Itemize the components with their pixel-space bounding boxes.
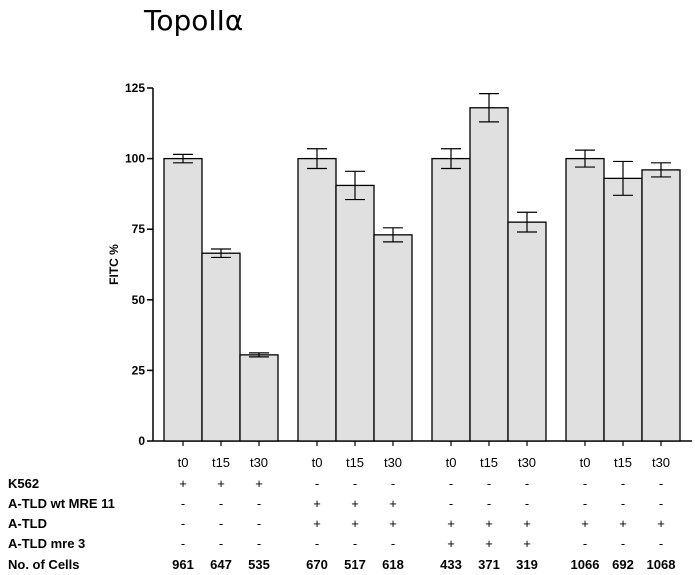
condition-cell: + [313, 496, 321, 511]
bar [373, 234, 413, 442]
condition-cell: - [315, 476, 319, 491]
x-tick-label: t15 [480, 455, 498, 470]
cell-count-value: 319 [516, 557, 538, 572]
x-tick-label: t15 [346, 455, 364, 470]
condition-cell: + [619, 516, 627, 531]
condition-cell: - [525, 496, 529, 511]
condition-row-label: A-TLD mre 3 [8, 536, 85, 551]
condition-cell: + [389, 496, 397, 511]
condition-cell: - [391, 476, 395, 491]
x-tick-label: t30 [518, 455, 536, 470]
cell-count-value: 961 [172, 557, 194, 572]
condition-cell: - [621, 496, 625, 511]
bar [297, 157, 337, 442]
x-tick-label: t15 [212, 455, 230, 470]
y-tick-label: 50 [132, 293, 146, 307]
condition-cell: - [315, 536, 319, 551]
y-tick-label: 0 [138, 434, 145, 448]
y-tick-label: 25 [132, 363, 146, 377]
condition-cell: - [353, 476, 357, 491]
condition-cell: - [219, 496, 223, 511]
condition-cell: - [659, 496, 663, 511]
bar [469, 107, 509, 442]
condition-cell: + [255, 476, 263, 491]
x-tick-label: t30 [250, 455, 268, 470]
condition-cell: + [351, 516, 359, 531]
condition-cell: - [257, 536, 261, 551]
condition-row-label: A-TLD wt MRE 11 [8, 496, 115, 511]
bar [431, 157, 471, 442]
x-tick-label: t0 [312, 455, 323, 470]
condition-cell: + [657, 516, 665, 531]
condition-cell: + [485, 536, 493, 551]
x-tick-label: t0 [580, 455, 591, 470]
x-tick-label: t30 [384, 455, 402, 470]
condition-cell: - [583, 476, 587, 491]
condition-cell: + [217, 476, 225, 491]
condition-cell: - [525, 476, 529, 491]
cell-count-label: No. of Cells [8, 557, 80, 572]
cell-count-value: 1066 [571, 557, 600, 572]
condition-cell: - [659, 536, 663, 551]
condition-row-label: A-TLD [8, 516, 47, 531]
bar [201, 252, 241, 442]
condition-cell: - [487, 496, 491, 511]
condition-cell: - [219, 516, 223, 531]
condition-cell: + [581, 516, 589, 531]
bar [641, 169, 681, 442]
condition-cell: + [523, 516, 531, 531]
condition-cell: - [391, 536, 395, 551]
bar [507, 221, 547, 442]
condition-cell: - [181, 536, 185, 551]
chart-title: TopoIIα [144, 4, 244, 37]
condition-cell: - [449, 496, 453, 511]
condition-cell: - [487, 476, 491, 491]
cell-count-value: 371 [478, 557, 500, 572]
condition-cell: - [219, 536, 223, 551]
condition-cell: - [583, 536, 587, 551]
cell-count-value: 517 [344, 557, 366, 572]
x-tick-label: t30 [652, 455, 670, 470]
condition-cell: + [351, 496, 359, 511]
cell-count-value: 692 [612, 557, 634, 572]
x-tick-label: t0 [446, 455, 457, 470]
y-axis-label: FITC % [107, 244, 121, 285]
condition-cell: - [621, 476, 625, 491]
cell-count-value: 1068 [647, 557, 676, 572]
x-tick-label: t15 [614, 455, 632, 470]
cell-count-value: 433 [440, 557, 462, 572]
condition-cell: + [179, 476, 187, 491]
condition-cell: + [389, 516, 397, 531]
y-tick-label: 125 [125, 81, 145, 95]
bar [239, 354, 279, 442]
condition-cell: - [621, 536, 625, 551]
bar [565, 157, 605, 442]
condition-cell: + [485, 516, 493, 531]
condition-cell: - [181, 496, 185, 511]
y-tick-label: 75 [132, 222, 146, 236]
condition-cell: + [447, 516, 455, 531]
cell-count-value: 618 [382, 557, 404, 572]
condition-cell: - [449, 476, 453, 491]
condition-cell: - [257, 516, 261, 531]
bar [335, 184, 375, 442]
condition-cell: - [181, 516, 185, 531]
condition-cell: + [447, 536, 455, 551]
condition-row-label: K562 [8, 476, 39, 491]
cell-count-value: 670 [306, 557, 328, 572]
condition-cell: + [523, 536, 531, 551]
condition-cell: + [313, 516, 321, 531]
condition-cell: - [583, 496, 587, 511]
condition-cell: - [353, 536, 357, 551]
x-tick-label: t0 [178, 455, 189, 470]
condition-cell: - [659, 476, 663, 491]
condition-cell: - [257, 496, 261, 511]
bar [163, 157, 203, 442]
y-tick-label: 100 [125, 152, 145, 166]
cell-count-value: 535 [248, 557, 270, 572]
bar [603, 177, 643, 442]
cell-count-value: 647 [210, 557, 232, 572]
